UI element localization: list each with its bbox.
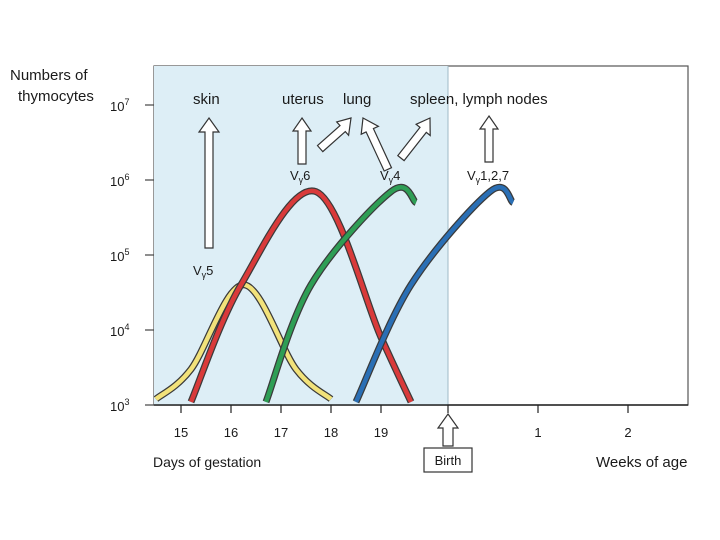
y-tick-label-1e4: 104 [110,322,129,339]
series-label-vg5: Vγ5 [193,263,213,280]
y-tick-labels: 107 106 105 104 103 [110,97,129,414]
x-tick-label-15: 15 [174,425,188,440]
x-tick-labels: 15 16 17 18 19 1 2 [174,425,632,440]
x-axis-label-weeks: Weeks of age [596,454,687,471]
x-tick-label-week-2: 2 [624,425,631,440]
x-axis-label-days: Days of gestation [153,454,261,470]
destination-labels: skin uterus lung spleen, lymph nodes [193,91,548,108]
x-tick-label-18: 18 [324,425,338,440]
series-vg6-curve [187,187,415,404]
arrow-to-spleen-lymph-nodes-from-vg4-icon [396,117,431,162]
x-tick-label-19: 19 [374,425,388,440]
y-tick-label-1e7: 107 [110,97,129,114]
x-tick-label-week-1: 1 [534,425,541,440]
arrow-to-lung-from-vg6-icon [316,117,352,153]
destination-spleen-lymph-nodes: spleen, lymph nodes [410,91,548,108]
x-tick-marks [180,405,629,413]
arrow-to-lung-from-vg4-icon [360,117,393,172]
y-tick-label-1e3: 103 [110,397,129,414]
x-tick-label-16: 16 [224,425,238,440]
series-labels: Vγ5 Vγ6 Vγ4 Vγ1,2,7 [193,168,509,280]
birth-label-box [423,447,473,473]
series-vg4-curve [262,183,419,404]
birth-arrow-icon [436,412,460,447]
y-tick-label-1e6: 106 [110,172,129,189]
series-label-vg6: Vγ6 [290,168,310,185]
x-tick-label-17: 17 [274,425,288,440]
series-vg127-curve [352,183,516,404]
y-tick-marks [145,104,154,406]
series-label-vg127: Vγ1,2,7 [467,168,509,185]
arrow-to-spleen-lymph-nodes-from-vg127-icon [478,114,500,163]
y-axis-label-line-1: Numbers of [10,67,88,84]
arrow-to-uterus-icon [291,116,313,165]
series-label-vg4: Vγ4 [380,168,400,185]
arrow-to-skin-icon [197,116,221,249]
destination-skin: skin [193,91,220,108]
y-axis-label-line-2: thymocytes [18,88,94,105]
destination-lung: lung [343,91,371,108]
destination-uterus: uterus [282,91,324,108]
birth-label: Birth [435,453,462,468]
y-tick-label-1e5: 105 [110,247,129,264]
